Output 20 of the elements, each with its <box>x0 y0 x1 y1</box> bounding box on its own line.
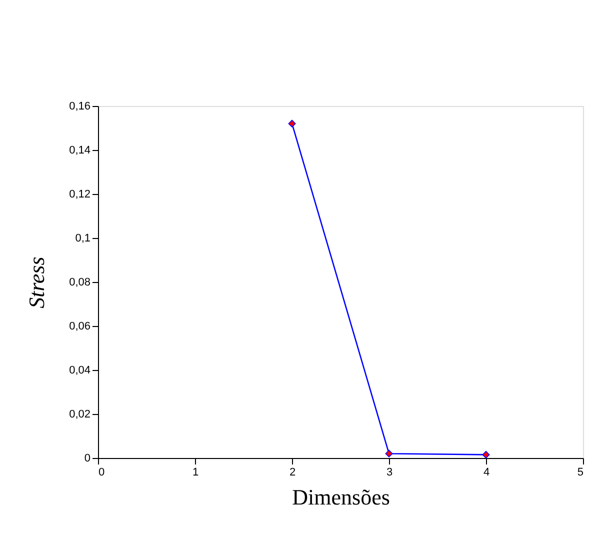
x-axis-title: Dimensões <box>292 484 390 510</box>
point <box>385 450 393 458</box>
y-axis-title: Stress <box>24 256 50 308</box>
y-tick-label: 0,1 <box>75 232 90 244</box>
y-tick-label: 0,06 <box>69 320 90 332</box>
y-tick-label: 0,12 <box>69 188 90 200</box>
x-tick-label: 4 <box>483 466 490 478</box>
x-tick-label: 3 <box>386 466 393 478</box>
x-tick-label: 2 <box>289 466 296 478</box>
y-tick-label: 0,02 <box>69 408 90 420</box>
x-tick-label: 1 <box>192 466 199 478</box>
point <box>482 450 490 458</box>
y-tick-label: 0,04 <box>69 364 90 376</box>
y-tick-label: 0,08 <box>69 276 90 288</box>
y-tick-label: 0,14 <box>69 144 90 156</box>
x-tick-label: 5 <box>577 466 584 478</box>
point <box>288 120 296 128</box>
x-tick-label: 0 <box>98 466 105 478</box>
y-tick-label: 0 <box>84 452 90 464</box>
y-tick-label: 0,16 <box>69 100 90 112</box>
